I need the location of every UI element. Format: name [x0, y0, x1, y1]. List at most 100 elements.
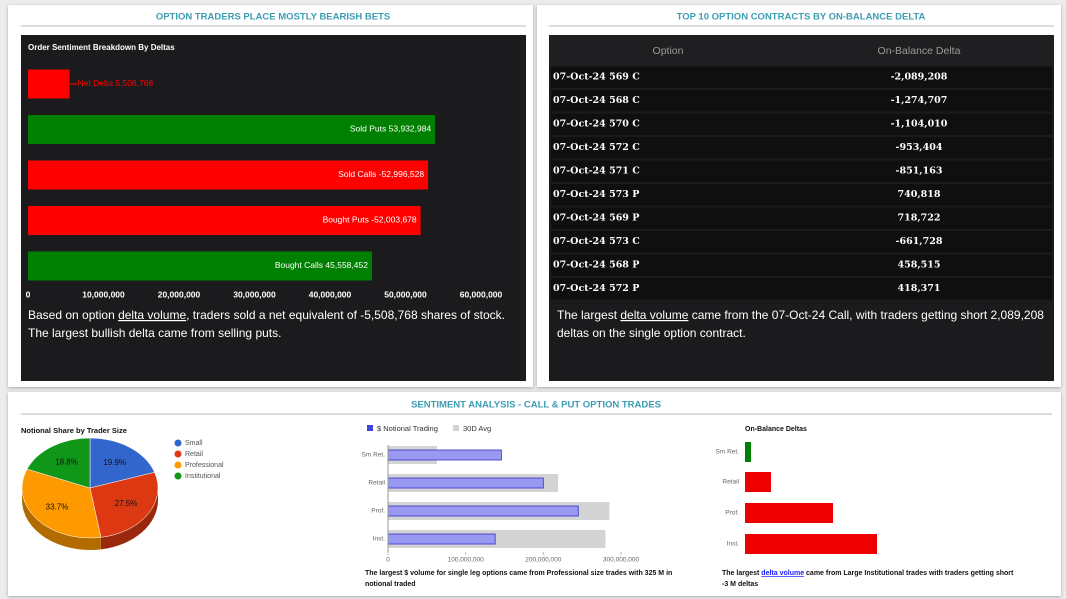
bar-label: Bought Puts -52,003,678 — [323, 215, 417, 225]
category: Sold Calls — [338, 169, 376, 179]
panel-title: TOP 10 OPTION CONTRACTS BY ON-BALANCE DE… — [677, 12, 926, 23]
cell: 07-Oct-24 571 C — [553, 166, 640, 177]
x-tick-label: 20,000,000 — [158, 289, 201, 299]
bar — [745, 442, 751, 462]
link[interactable]: delta volume — [118, 308, 186, 322]
panel-title: OPTION TRADERS PLACE MOSTLY BEARISH BETS — [156, 12, 390, 23]
cell: 07-Oct-24 573 P — [553, 189, 639, 200]
slice-label: 19.9% — [103, 458, 126, 467]
note-text: came from Large Institutional trades wit… — [804, 570, 1014, 577]
cell: -953,404 — [896, 142, 943, 153]
table-row — [551, 254, 1052, 276]
category: Bought Calls — [275, 260, 323, 270]
note-text: , traders sold a net equivalent of -5,50… — [186, 308, 505, 322]
value-label: 45,558,452 — [325, 260, 368, 270]
cell: 740,818 — [898, 189, 941, 200]
note: The largest $ volume for single leg opti… — [365, 570, 672, 577]
cell: -661,728 — [896, 236, 943, 247]
y-tick-label: Inst. — [727, 541, 739, 548]
bar — [28, 115, 436, 144]
x-tick-label: 40,000,000 — [309, 289, 352, 299]
legend-swatch — [367, 425, 373, 431]
chart-title: On-Balance Deltas — [745, 426, 807, 433]
bar-label: Bought Calls 45,558,452 — [275, 260, 368, 270]
value-label: 5,508,768 — [115, 78, 153, 88]
x-tick-label: 100,000,000 — [448, 557, 485, 564]
legend-swatch — [453, 425, 459, 431]
legend-swatch — [174, 439, 182, 447]
bar — [387, 533, 496, 545]
table-row — [551, 160, 1052, 182]
chart-title: Notional Share by Trader Size — [21, 426, 127, 435]
cell: 07-Oct-24 572 C — [553, 142, 640, 153]
bar-label: Net Delta 5,508,768 — [78, 78, 154, 88]
table-row — [551, 207, 1052, 229]
cell: 07-Oct-24 568 C — [553, 95, 640, 106]
cell: 07-Oct-24 568 P — [553, 260, 639, 271]
table-row — [551, 278, 1052, 300]
cell: 07-Oct-24 570 C — [553, 119, 640, 130]
legend-label: 30D Avg — [463, 424, 491, 433]
bar — [745, 472, 771, 492]
bar — [28, 206, 421, 235]
table-row — [551, 113, 1052, 135]
legend-swatch — [174, 461, 182, 469]
x-tick-label: 200,000,000 — [525, 557, 562, 564]
pie-side — [22, 488, 101, 550]
cell: 07-Oct-24 569 C — [553, 72, 640, 83]
bar — [28, 69, 70, 99]
x-tick-label: 0 — [386, 557, 390, 564]
note: -3 M deltas — [722, 581, 758, 588]
panel-title: SENTIMENT ANALYSIS - CALL & PUT OPTION T… — [411, 400, 661, 411]
bar — [387, 505, 579, 517]
bar — [28, 251, 372, 281]
note-text: Based on option — [28, 308, 118, 322]
legend-label: Professional — [185, 462, 224, 469]
cell: -2,089,208 — [891, 72, 948, 83]
note-text: The largest $ volume for single leg opti… — [365, 570, 672, 577]
y-tick-label: Sm Ret. — [362, 452, 386, 459]
slice-label: 27.5% — [115, 499, 138, 508]
bar-label: Sold Calls -52,996,528 — [338, 169, 424, 179]
note: The largest delta volume came from Large… — [722, 570, 1014, 577]
value-label: 53,932,984 — [389, 124, 432, 134]
note-text: notional traded — [365, 581, 416, 588]
table-row — [551, 231, 1052, 253]
bar — [28, 160, 429, 190]
cell: 418,371 — [898, 283, 941, 294]
note: notional traded — [365, 581, 416, 588]
link[interactable]: delta volume — [620, 308, 688, 322]
bar — [387, 449, 502, 461]
note-text: came from the 07-Oct-24 Call, with trade… — [688, 308, 1044, 322]
link[interactable]: delta volume — [761, 570, 804, 577]
pie-slice — [21, 468, 102, 539]
cell: 458,515 — [898, 260, 941, 271]
cell: 07-Oct-24 569 P — [553, 213, 639, 224]
x-tick-label: 50,000,000 — [384, 289, 427, 299]
category: Sold Puts — [350, 124, 386, 134]
value-label: -52,003,678 — [371, 215, 417, 225]
cell: -1,274,707 — [891, 95, 948, 106]
category: Bought Puts — [323, 215, 369, 225]
table-row — [551, 137, 1052, 159]
note-text: The largest — [557, 308, 620, 322]
cell: 718,722 — [898, 213, 941, 224]
value-label: -52,996,528 — [379, 169, 425, 179]
pie-slice — [89, 472, 159, 538]
legend-label: Retail — [185, 451, 203, 458]
bar — [745, 503, 833, 523]
note: The largest delta volume came from the 0… — [557, 308, 1044, 322]
legend-label: $ Notional Trading — [377, 424, 438, 433]
category: Net Delta — [78, 78, 114, 88]
note: Based on option delta volume, traders so… — [28, 308, 505, 322]
bar — [387, 477, 544, 489]
pie-slice — [89, 437, 155, 489]
y-tick-label: Prof. — [725, 510, 739, 517]
cell: 07-Oct-24 573 C — [553, 236, 640, 247]
legend-swatch — [174, 450, 182, 458]
x-tick-label: 300,000,000 — [603, 557, 640, 564]
pie-side — [100, 488, 158, 550]
table-header — [549, 35, 1054, 66]
y-tick-label: Retail — [722, 479, 739, 486]
legend-label: Institutional — [185, 473, 221, 480]
